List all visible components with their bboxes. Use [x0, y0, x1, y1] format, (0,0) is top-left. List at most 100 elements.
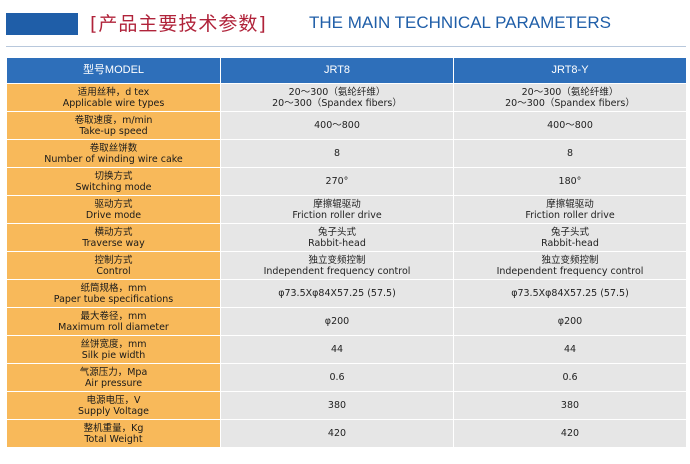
column-header-jrt8y: JRT8-Y	[453, 57, 687, 84]
parameter-label-cn: 横动方式	[94, 226, 133, 238]
value-cell-jrt8: 380	[220, 391, 454, 420]
parameter-label-cn: 驱动方式	[94, 198, 133, 210]
table-header-row: 型号MODEL JRT8 JRT8-Y	[6, 57, 687, 84]
column-header-model: 型号MODEL	[6, 57, 221, 84]
value-text: 兔子头式	[550, 226, 589, 238]
parameter-label-cn: 适用丝种，d tex	[77, 86, 150, 98]
parameter-label-cn: 电源电压，V	[86, 394, 141, 406]
value-text: Independent frequency control	[263, 265, 411, 277]
table-row: 横动方式 Traverse way 兔子头式 Rabbit-head 兔子头式 Rabbi…	[6, 223, 687, 252]
value-cell-jrt8: 420	[220, 419, 454, 448]
value-text: φ200	[557, 316, 583, 327]
table-row: 整机重量，Kg Total Weight 420 420	[6, 419, 687, 448]
title-english: THE MAIN TECHNICAL PARAMETERS	[309, 13, 611, 32]
value-cell-jrt8y: 180°	[453, 167, 687, 196]
parameter-label-cn: 整机重量，Kg	[83, 422, 144, 434]
parameter-label-cn: 切换方式	[94, 170, 133, 182]
parameter-label-cn: 卷取速度，m/min	[74, 114, 153, 126]
parameter-label-en: Air pressure	[84, 377, 143, 389]
table-row: 卷取速度，m/min Take-up speed 400～800 400～800	[6, 111, 687, 140]
value-text: 兔子头式	[317, 226, 356, 238]
table-row: 纸筒规格，mm Paper tube specifications φ73.5Xφ8…	[6, 279, 687, 308]
value-text: 独立变频控制	[308, 254, 366, 266]
parameter-label: 丝饼宽度，mm Silk pie width	[6, 335, 221, 364]
table-row: 卷取丝饼数 Number of winding wire cake 8 8	[6, 139, 687, 168]
parameter-label-en: Number of winding wire cake	[44, 153, 183, 165]
value-cell-jrt8y: 8	[453, 139, 687, 168]
value-text: 20～300（Spandex fibers）	[272, 97, 402, 109]
value-text: 20～300（氨纶纤维）	[521, 86, 619, 98]
parameter-label-en: Drive mode	[85, 209, 142, 221]
table-row: 切换方式 Switching mode 270° 180°	[6, 167, 687, 196]
parameter-label: 整机重量，Kg Total Weight	[6, 419, 221, 448]
parameter-label-cn: 控制方式	[94, 254, 133, 266]
title-chinese: [产品主要技术参数]	[90, 13, 267, 35]
value-cell-jrt8: 0.6	[220, 363, 454, 392]
value-cell-jrt8y: 摩擦辊驱动 Friction roller drive	[453, 195, 687, 224]
table-row: 丝饼宽度，mm Silk pie width 44 44	[6, 335, 687, 364]
parameter-label-en: Maximum roll diameter	[58, 321, 169, 333]
parameter-label: 气源压力，Mpa Air pressure	[6, 363, 221, 392]
parameter-label: 卷取丝饼数 Number of winding wire cake	[6, 139, 221, 168]
table-row: 驱动方式 Drive mode 摩擦辊驱动 Friction roller drive…	[6, 195, 687, 224]
value-text: φ73.5Xφ84X57.25 (57.5)	[278, 288, 396, 299]
parameter-label: 最大卷径，mm Maximum roll diameter	[6, 307, 221, 336]
value-cell-jrt8: φ73.5Xφ84X57.25 (57.5)	[220, 279, 454, 308]
value-cell-jrt8: 独立变频控制 Independent frequency control	[220, 251, 454, 280]
value-text: 400～800	[314, 120, 360, 131]
value-cell-jrt8: 兔子头式 Rabbit-head	[220, 223, 454, 252]
value-text: 0.6	[562, 372, 578, 383]
title-accent-block	[6, 13, 78, 35]
value-cell-jrt8: 20～300（氨纶纤维） 20～300（Spandex fibers）	[220, 83, 454, 112]
value-text: 摩擦辊驱动	[313, 198, 361, 210]
value-cell-jrt8y: 420	[453, 419, 687, 448]
value-text: Friction roller drive	[525, 209, 615, 221]
parameter-label-en: Switching mode	[75, 181, 152, 193]
value-text: 180°	[558, 176, 582, 187]
value-cell-jrt8y: φ200	[453, 307, 687, 336]
value-text: 8	[333, 148, 341, 159]
value-text: Independent frequency control	[496, 265, 644, 277]
table-row: 气源压力，Mpa Air pressure 0.6 0.6	[6, 363, 687, 392]
value-text: 270°	[325, 176, 349, 187]
value-text: 8	[566, 148, 574, 159]
parameter-label-en: Supply Voltage	[77, 405, 150, 417]
value-text: Friction roller drive	[292, 209, 382, 221]
parameter-label: 横动方式 Traverse way	[6, 223, 221, 252]
value-text: 摩擦辊驱动	[546, 198, 594, 210]
value-text: φ200	[324, 316, 350, 327]
value-cell-jrt8: 44	[220, 335, 454, 364]
value-cell-jrt8: φ200	[220, 307, 454, 336]
table-row: 电源电压，V Supply Voltage 380 380	[6, 391, 687, 420]
value-text: 20～300（Spandex fibers）	[505, 97, 635, 109]
value-cell-jrt8: 摩擦辊驱动 Friction roller drive	[220, 195, 454, 224]
column-header-jrt8: JRT8	[220, 57, 454, 84]
value-text: 420	[560, 428, 580, 439]
value-text: 44	[563, 344, 577, 355]
title-divider	[6, 46, 686, 47]
value-text: 420	[327, 428, 347, 439]
value-text: φ73.5Xφ84X57.25 (57.5)	[511, 288, 629, 299]
parameter-label-cn: 卷取丝饼数	[89, 142, 138, 154]
value-cell-jrt8y: 兔子头式 Rabbit-head	[453, 223, 687, 252]
table-row: 适用丝种，d tex Applicable wire types 20～300（氨纶…	[6, 83, 687, 112]
parameter-label: 控制方式 Control	[6, 251, 221, 280]
value-text: 20～300（氨纶纤维）	[288, 86, 386, 98]
value-cell-jrt8y: 400～800	[453, 111, 687, 140]
title-bar: [产品主要技术参数] THE MAIN TECHNICAL PARAMETERS	[0, 0, 690, 48]
parameter-label-en: Traverse way	[82, 237, 145, 249]
value-text: Rabbit-head	[541, 237, 599, 249]
parameter-label-en: Take-up speed	[79, 125, 148, 137]
parameter-label-en: Silk pie width	[81, 349, 146, 361]
value-text: Rabbit-head	[308, 237, 366, 249]
value-cell-jrt8y: 独立变频控制 Independent frequency control	[453, 251, 687, 280]
parameter-label-cn: 丝饼宽度，mm	[80, 338, 147, 350]
value-text: 0.6	[329, 372, 345, 383]
value-cell-jrt8: 8	[220, 139, 454, 168]
value-cell-jrt8y: 380	[453, 391, 687, 420]
parameter-label-cn: 气源压力，Mpa	[79, 366, 148, 378]
parameter-label-en: Total Weight	[84, 433, 143, 445]
parameters-table: 型号MODEL JRT8 JRT8-Y 适用丝种，d tex Applicable…	[6, 57, 687, 448]
value-cell-jrt8: 400～800	[220, 111, 454, 140]
table-row: 最大卷径，mm Maximum roll diameter φ200 φ200	[6, 307, 687, 336]
